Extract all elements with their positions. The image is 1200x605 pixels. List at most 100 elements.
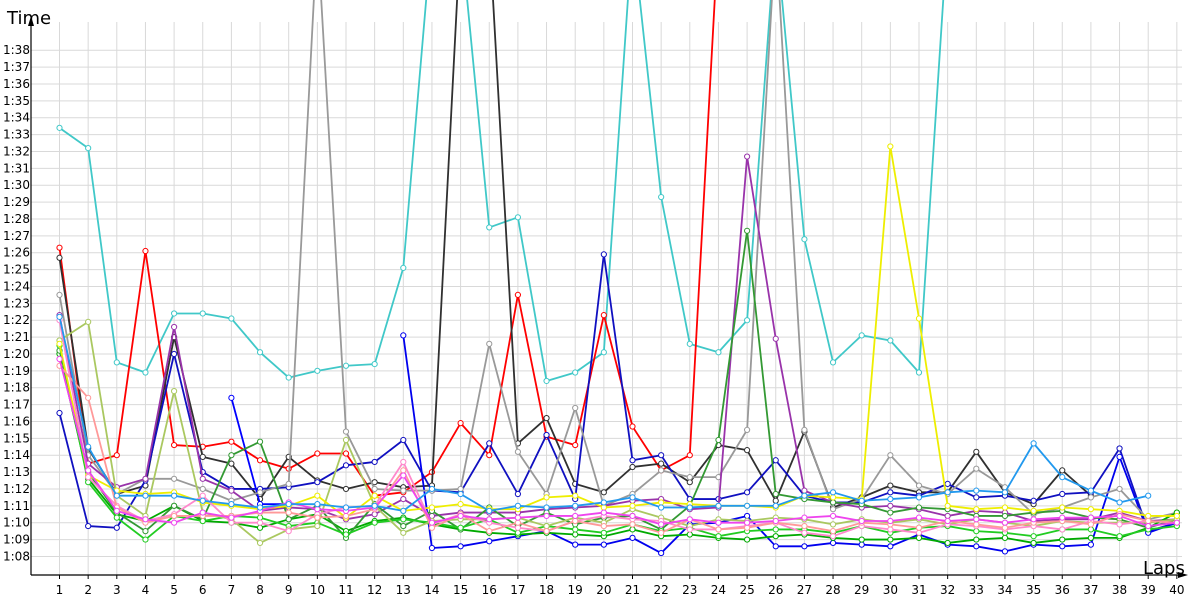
data-point [314,522,321,530]
data-point [457,524,464,531]
data-point [973,448,980,455]
data-point [658,504,665,511]
x-tick-label: 31 [911,583,926,597]
data-point [1173,519,1180,526]
data-point [457,543,464,550]
data-point [113,452,120,459]
y-tick-label: 1:28 [3,212,30,226]
data-point [744,426,751,433]
y-tick-label: 1:33 [3,128,30,142]
data-point [1116,512,1123,520]
data-point [744,512,751,520]
data-point [142,492,149,499]
data-point [199,492,206,499]
data-point [944,512,951,520]
data-point [744,524,751,531]
data-point [314,514,321,521]
data-point [1116,453,1123,460]
data-point [915,504,923,511]
data-point [1116,485,1123,493]
data-point [285,480,292,487]
data-point [314,506,321,513]
data-point [1030,539,1037,547]
series-line-18 [56,313,1152,514]
data-point [1116,445,1123,452]
data-point [171,350,178,358]
data-point [887,526,894,533]
data-point [772,490,779,498]
data-point [658,467,665,474]
y-tick-label: 1:29 [3,195,30,209]
data-point [772,457,779,464]
data-point [829,512,837,520]
data-point [171,475,178,482]
data-point [199,497,206,504]
x-tick-labels: 1 2 3 4 5 6 7 8 9 10 11 12 13 14 15 16 17 18 19 20 21 22 23 24 2… [56,583,1185,597]
data-point [629,463,636,471]
data-point [887,495,894,503]
data-point [85,467,92,474]
data-point [400,495,407,503]
data-point [1059,490,1066,498]
data-point [772,533,779,540]
data-point [371,360,378,368]
data-point [887,482,894,489]
x-tick-label: 11 [338,583,353,597]
data-point [457,490,464,498]
x-tick-label: 38 [1112,583,1127,597]
data-point [256,457,264,464]
series-path [58,0,945,382]
x-axis-title: Laps [1143,558,1185,579]
y-tick-label: 1:08 [3,549,30,563]
data-point [1116,533,1123,540]
data-point [514,529,522,536]
x-tick-label: 14 [424,583,439,597]
data-point [686,479,693,486]
x-tick-label: 29 [854,583,869,597]
data-point [829,528,837,535]
x-tick-label: 16 [482,583,497,597]
data-point [1059,536,1066,543]
y-tick-label: 1:09 [3,533,30,547]
data-point [486,528,493,535]
data-point [801,514,808,521]
data-point [600,541,607,548]
data-point [772,526,779,533]
y-tick-labels: 1:08 1:09 1:10 1:11 1:12 1:13 1:14 1:15 1:16 1:17… [3,43,30,563]
data-point [858,332,865,339]
data-point [973,487,980,494]
data-point [915,529,923,536]
data-point [400,436,407,444]
series-line-5 [56,251,1180,535]
data-point [228,452,235,459]
data-point [85,318,92,326]
data-point [744,489,751,496]
data-point [228,438,235,445]
data-point [256,349,264,356]
x-tick-label: 17 [510,583,525,597]
data-point [744,519,751,526]
data-point [371,492,378,499]
data-point [572,492,579,499]
y-tick-label: 1:11 [3,499,30,513]
data-point [113,359,120,366]
series-path [58,358,1177,527]
data-point [199,475,206,482]
y-tick-label: 1:16 [3,414,30,428]
x-tick-label: 34 [997,583,1012,597]
series [56,0,1180,557]
data-point [572,502,579,509]
data-point [801,529,808,536]
data-point [801,492,808,499]
data-point [171,387,178,395]
y-tick-label: 1:25 [3,263,30,277]
data-point [1030,440,1037,447]
data-point [342,436,350,444]
data-point [829,494,837,501]
data-point [829,506,837,513]
data-point [629,457,636,464]
data-point [486,440,493,447]
data-point [887,337,894,344]
data-point [400,516,407,523]
x-tick-label: 26 [768,583,783,597]
